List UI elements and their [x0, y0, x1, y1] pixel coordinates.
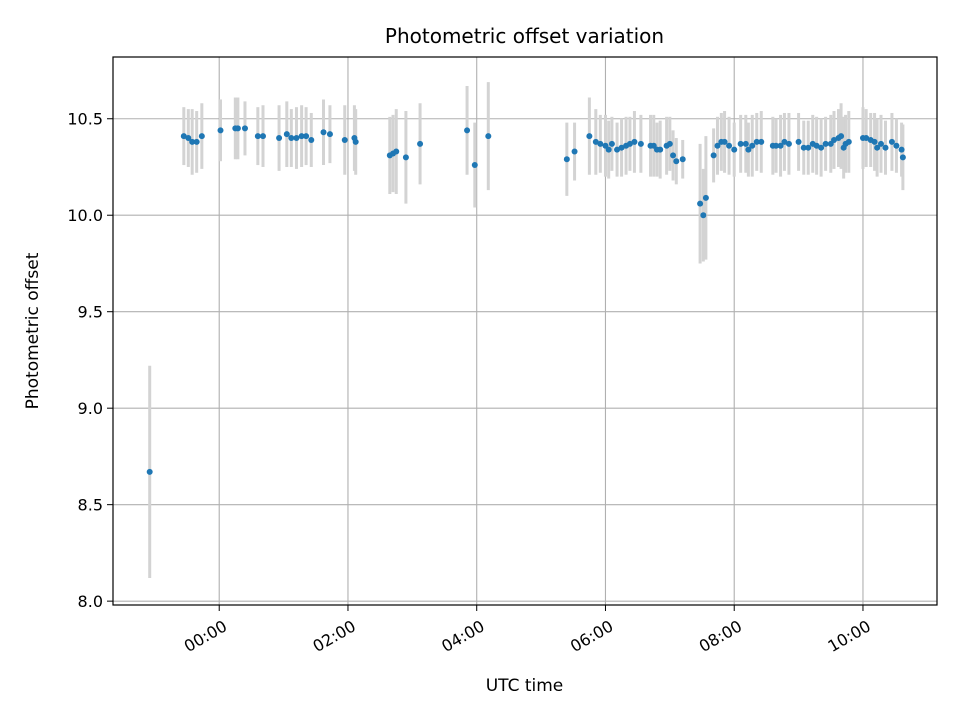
data-point [198, 133, 205, 140]
data-point [666, 140, 673, 147]
data-point [800, 144, 807, 151]
data-point [773, 142, 780, 149]
data-point [871, 138, 878, 145]
y-tick-label: 8.5 [78, 496, 103, 515]
data-point [417, 140, 424, 147]
data-point [259, 133, 266, 140]
x-axis-label: UTC time [486, 676, 564, 696]
data-point [742, 140, 749, 147]
y-tick-label: 9.0 [78, 399, 103, 418]
data-point [893, 142, 900, 149]
data-point [146, 468, 153, 475]
data-point [831, 136, 837, 143]
data-point [679, 156, 686, 163]
data-point [563, 156, 570, 163]
data-point [899, 154, 906, 161]
data-point [341, 136, 348, 143]
data-point [303, 133, 310, 140]
data-point [785, 140, 792, 147]
y-tick-label: 10.0 [67, 206, 103, 225]
data-point [777, 142, 784, 149]
data-point [702, 194, 709, 201]
data-point [180, 133, 187, 140]
y-tick-label: 9.5 [78, 303, 103, 322]
data-point [700, 212, 707, 219]
data-point [631, 138, 638, 145]
data-point [288, 135, 295, 142]
data-point [402, 154, 409, 161]
data-point [626, 140, 633, 147]
data-point [845, 138, 852, 145]
data-point [293, 135, 300, 142]
data-point [217, 127, 224, 134]
plot-frame [112, 56, 938, 606]
data-point [571, 148, 578, 155]
data-point [813, 142, 820, 149]
data-point [485, 133, 492, 140]
data-point [710, 152, 717, 159]
data-point [352, 138, 359, 145]
data-point [745, 146, 752, 153]
data-point [749, 142, 756, 149]
data-point [320, 129, 327, 136]
data-point [657, 146, 664, 153]
data-point [697, 200, 704, 207]
data-point [241, 125, 248, 132]
data-point [189, 138, 196, 145]
y-tick-label: 10.5 [67, 110, 103, 129]
data-point [753, 138, 760, 145]
data-point [471, 162, 478, 169]
data-point [877, 140, 884, 147]
data-point [393, 148, 400, 155]
data-point [592, 138, 599, 145]
data-point [822, 140, 829, 147]
data-point [185, 135, 192, 142]
chart-title: Photometric offset variation [385, 24, 664, 48]
data-point [726, 142, 733, 149]
data-points [146, 125, 906, 475]
y-axis: 8.0 8.5 9.0 9.5 10.0 10.5 [67, 110, 113, 611]
data-point [464, 127, 471, 134]
data-point [298, 133, 305, 140]
data-point [874, 144, 881, 151]
y-tick-label: 8.0 [78, 592, 103, 611]
data-point [781, 138, 788, 145]
data-point [673, 158, 680, 165]
data-point [863, 135, 870, 142]
data-point [898, 146, 905, 153]
data-point [795, 138, 802, 145]
data-point [888, 138, 895, 145]
data-point [308, 136, 315, 143]
data-point [608, 140, 615, 147]
data-point [618, 144, 625, 151]
data-point [670, 152, 677, 159]
data-point [254, 133, 261, 140]
data-point [731, 146, 738, 153]
data-point [838, 133, 845, 140]
data-point [276, 135, 283, 142]
data-point [597, 140, 604, 147]
data-point [818, 144, 825, 151]
data-point [283, 131, 290, 138]
data-point [758, 138, 765, 145]
y-axis-label: Photometric offset [23, 252, 43, 409]
data-point [326, 131, 333, 138]
data-point [193, 138, 200, 145]
data-point [614, 146, 621, 153]
data-point [882, 144, 889, 151]
data-point [637, 140, 644, 147]
data-point [737, 140, 744, 147]
data-point [586, 133, 593, 140]
data-point [605, 146, 612, 153]
data-point [721, 138, 728, 145]
data-point [234, 125, 241, 132]
data-point [714, 142, 721, 149]
data-point [805, 144, 812, 151]
